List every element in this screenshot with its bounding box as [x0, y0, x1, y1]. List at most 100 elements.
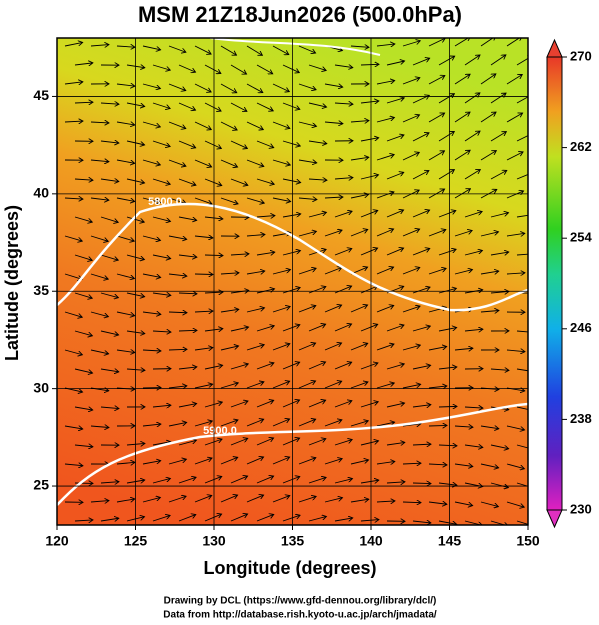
wind-arrow — [256, 178, 274, 184]
wind-arrow — [178, 216, 197, 220]
wind-arrow — [454, 426, 473, 427]
y-axis-label: Latitude (degrees) — [2, 205, 22, 361]
wind-arrow — [360, 210, 378, 218]
wind-arrow — [324, 197, 343, 198]
wind-arrow — [350, 121, 369, 122]
wind-arrow — [220, 121, 237, 130]
wind-arrow — [350, 343, 368, 351]
wind-arrow — [464, 407, 483, 408]
wind-arrow — [152, 216, 170, 221]
wind-arrow — [334, 211, 352, 218]
wind-arrow — [360, 175, 378, 180]
x-tick-label: 120 — [45, 533, 69, 549]
wind-arrow — [282, 362, 300, 370]
wind-arrow — [246, 121, 263, 130]
wind-arrow — [412, 133, 429, 142]
wind-arrow — [324, 267, 342, 275]
y-tick-label: 40 — [33, 185, 49, 201]
wind-arrow — [360, 286, 378, 294]
wind-arrow — [90, 349, 109, 354]
wind-arrow — [246, 45, 262, 55]
wind-arrow — [74, 254, 92, 260]
wind-arrow — [178, 477, 196, 484]
wind-arrow — [516, 444, 528, 449]
wind-arrow — [100, 369, 119, 372]
wind-arrow — [168, 459, 186, 465]
wind-arrow — [506, 113, 523, 123]
wind-arrow — [178, 515, 196, 522]
wind-arrow — [220, 457, 238, 465]
wind-arrow — [168, 83, 186, 91]
wind-arrow — [376, 44, 395, 46]
wind-arrow — [178, 330, 197, 331]
wind-arrow — [360, 138, 379, 142]
wind-arrow — [438, 132, 454, 142]
wind-arrow — [308, 141, 327, 144]
wind-arrow — [360, 480, 379, 483]
wind-arrow — [230, 327, 249, 332]
wind-arrow — [246, 235, 265, 236]
wind-arrow — [178, 367, 197, 369]
wind-arrow — [412, 405, 431, 407]
wind-arrow — [116, 84, 135, 86]
wind-arrow — [272, 344, 290, 351]
wind-arrow — [454, 348, 473, 350]
wind-arrow — [256, 363, 274, 370]
wind-arrow — [350, 194, 369, 199]
wind-arrow — [220, 197, 238, 204]
wind-arrow — [516, 330, 528, 333]
wind-arrow — [298, 419, 316, 427]
wind-arrow — [272, 270, 290, 275]
wind-arrow — [308, 516, 326, 522]
wind-arrow — [438, 445, 457, 446]
wind-arrow — [220, 495, 238, 503]
wind-arrow — [506, 233, 525, 236]
wind-arrow — [334, 362, 352, 370]
wind-arrow — [516, 482, 528, 487]
wind-arrow — [464, 131, 480, 142]
wind-arrow — [282, 400, 300, 408]
wind-arrow — [438, 406, 457, 407]
wind-arrow — [246, 83, 263, 93]
wind-arrow — [350, 305, 368, 313]
wind-arrow — [438, 483, 457, 485]
wind-arrow — [402, 502, 421, 503]
wind-arrow — [454, 189, 470, 199]
wind-arrow — [308, 64, 326, 70]
wind-arrow — [464, 211, 482, 218]
wind-arrow — [100, 216, 118, 222]
wind-arrow — [386, 98, 404, 104]
contour-label: 5900.0 — [203, 425, 237, 437]
wind-arrow — [308, 439, 326, 446]
wind-arrow — [220, 420, 238, 427]
wind-arrow — [272, 419, 290, 427]
wind-arrow — [298, 198, 317, 200]
wind-arrow — [64, 121, 83, 122]
wind-arrow — [464, 445, 483, 447]
wind-arrow — [480, 151, 496, 161]
wind-arrow — [298, 160, 317, 163]
wind-arrow — [178, 178, 196, 185]
wind-arrow — [168, 45, 186, 52]
wind-arrow — [402, 424, 421, 426]
wind-arrow — [168, 349, 187, 350]
wind-arrow — [246, 159, 264, 166]
wind-arrow — [230, 290, 249, 293]
wind-arrow — [298, 343, 316, 351]
wind-arrow — [376, 501, 395, 502]
wind-arrow — [516, 56, 528, 66]
wind-arrow — [386, 403, 405, 408]
wind-arrow — [194, 458, 212, 465]
wind-arrow — [308, 212, 326, 218]
x-tick-label: 145 — [438, 533, 462, 549]
wind-arrow — [516, 173, 528, 180]
wind-arrow — [428, 347, 447, 351]
wind-arrow — [142, 235, 160, 240]
wind-arrow — [516, 214, 528, 218]
wind-arrow — [324, 122, 343, 124]
wind-arrow — [360, 324, 378, 332]
wind-arrow — [480, 271, 499, 274]
wind-arrow — [308, 477, 326, 484]
wind-arrow — [204, 140, 221, 148]
